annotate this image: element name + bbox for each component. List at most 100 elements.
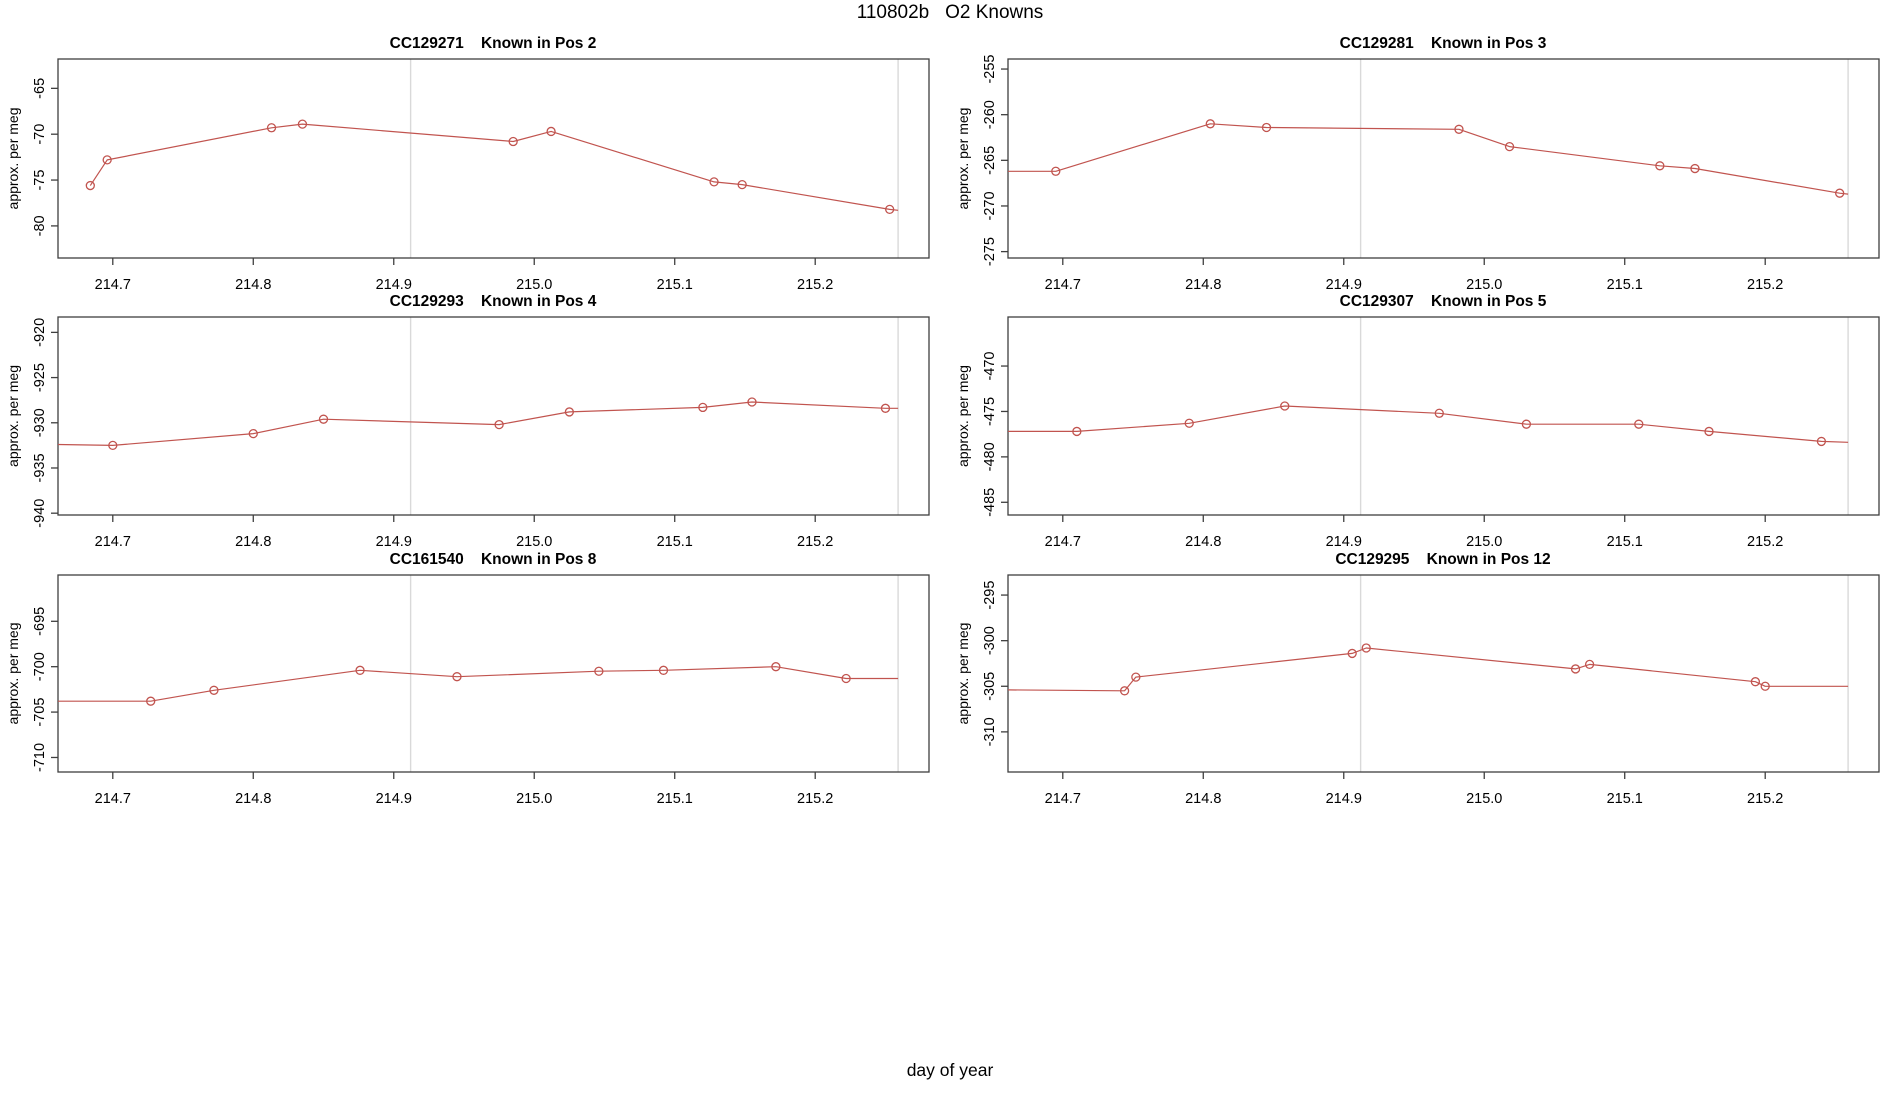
- x-tick-label: 214.9: [376, 791, 412, 807]
- x-tick-label: 214.9: [376, 277, 412, 293]
- x-tick-label: 214.7: [95, 277, 131, 293]
- x-tick-label: 215.0: [1466, 534, 1502, 550]
- data-point-marker: [1835, 188, 1845, 198]
- data-point-marker: [1347, 648, 1357, 659]
- data-point-marker: [1119, 686, 1130, 696]
- x-tick-label: 214.7: [95, 791, 131, 807]
- x-tick-label: 215.1: [657, 534, 693, 550]
- x-tick-label: 214.8: [235, 791, 271, 807]
- data-point-marker: [737, 179, 747, 190]
- y-tick-label: -70: [32, 124, 48, 145]
- y-tick-label: -920: [32, 318, 48, 347]
- x-tick-label: 215.1: [1607, 534, 1643, 550]
- x-tick-label: 215.2: [797, 534, 833, 550]
- y-axis-title: approx. per meg: [955, 108, 971, 210]
- data-point-marker: [248, 428, 258, 439]
- data-point-marker: [355, 665, 365, 675]
- data-point-marker: [1280, 401, 1290, 411]
- data-point-marker: [102, 155, 112, 165]
- x-tick-label: 215.0: [516, 791, 552, 807]
- x-tick-label: 214.7: [1045, 534, 1081, 550]
- x-tick-label: 214.9: [1326, 534, 1362, 550]
- plot-frame: [57, 316, 930, 516]
- data-point-marker: [1261, 122, 1272, 133]
- subplot-title-cc129307: CC129307 Known in Pos 5: [1339, 293, 1547, 310]
- x-tick-label: 214.8: [1185, 534, 1221, 550]
- x-tick-label: 214.9: [1326, 277, 1362, 293]
- x-tick-label: 215.1: [1607, 277, 1643, 293]
- y-tick-label: -940: [32, 499, 48, 528]
- y-tick-label: -485: [982, 488, 998, 517]
- y-axis-title: approx. per meg: [5, 365, 21, 467]
- y-tick-label: -710: [32, 743, 48, 772]
- y-tick-label: -470: [982, 352, 998, 381]
- series-line: [58, 666, 899, 702]
- data-point-marker: [508, 136, 518, 147]
- y-tick-label: -265: [982, 146, 998, 175]
- data-point-marker: [709, 177, 719, 187]
- x-tick-label: 214.7: [1045, 791, 1081, 807]
- subplot-group-3: 214.7 214.8 214.9 215.0 215.1 215.2 -485 -480 -4…: [955, 316, 1880, 550]
- plot-frame: [57, 574, 930, 773]
- data-point-marker: [658, 665, 669, 675]
- plot-frame: [1007, 316, 1880, 516]
- y-tick-label: -75: [32, 170, 48, 191]
- data-point-marker: [1750, 677, 1761, 687]
- data-point-marker: [1690, 163, 1700, 174]
- data-point-marker: [146, 696, 156, 706]
- series-line: [89, 123, 899, 211]
- x-tick-label: 214.8: [1185, 277, 1221, 293]
- data-point-marker: [1816, 436, 1827, 447]
- plot-frame: [1007, 58, 1880, 259]
- y-tick-label: -270: [982, 191, 998, 220]
- subplot-title-cc129293: CC129293 Known in Pos 4: [389, 293, 597, 310]
- data-point-marker: [1131, 672, 1141, 682]
- data-point-marker: [1051, 166, 1061, 176]
- data-point-marker: [1434, 408, 1444, 418]
- subplot-group-5: 214.7 214.8 214.9 215.0 215.1 215.2 -310 -305 -3…: [955, 574, 1880, 807]
- subplot-title-cc129281: CC129281 Known in Pos 3: [1339, 35, 1547, 52]
- data-point-marker: [1655, 161, 1665, 171]
- y-tick-label: -475: [982, 397, 998, 426]
- data-point-marker: [594, 666, 604, 676]
- x-tick-label: 214.8: [235, 534, 271, 550]
- data-point-marker: [318, 414, 329, 424]
- x-tick-label: 214.9: [1326, 791, 1362, 807]
- series-line: [1008, 405, 1849, 443]
- x-tick-label: 214.9: [376, 534, 412, 550]
- y-tick-label: -80: [32, 215, 48, 236]
- data-point-marker: [771, 662, 781, 672]
- x-tick-label: 215.2: [1747, 791, 1783, 807]
- subplot-group-0: 214.7 214.8 214.9 215.0 215.1 215.2 -80 -75 -70 -…: [5, 58, 930, 293]
- series-line: [57, 401, 899, 446]
- y-tick-label: -925: [32, 363, 48, 392]
- y-tick-label: -260: [982, 100, 998, 129]
- y-tick-label: -480: [982, 442, 998, 471]
- subplot-title-cc129295: CC129295 Known in Pos 12: [1335, 551, 1551, 568]
- x-tick-label: 215.0: [1466, 277, 1502, 293]
- data-point-marker: [1361, 643, 1371, 653]
- x-tick-label: 215.1: [657, 277, 693, 293]
- data-point-marker: [452, 672, 462, 682]
- x-tick-label: 215.0: [1466, 791, 1502, 807]
- data-point-marker: [564, 407, 575, 417]
- main-title: 110802b O2 Knowns: [856, 2, 1044, 23]
- data-point-marker: [1504, 141, 1515, 152]
- y-tick-label: -310: [982, 717, 998, 746]
- y-tick-label: -295: [982, 581, 998, 610]
- data-point-marker: [297, 119, 308, 129]
- y-axis-title: approx. per meg: [955, 365, 971, 467]
- y-tick-label: -300: [982, 626, 998, 655]
- y-tick-label: -930: [32, 408, 48, 437]
- x-axis-title: day of year: [906, 1060, 994, 1080]
- data-point-marker: [108, 440, 118, 451]
- data-point-marker: [1454, 124, 1464, 134]
- subplot-title-cc161540: CC161540 Known in Pos 8: [389, 551, 597, 568]
- x-tick-label: 214.7: [95, 534, 131, 550]
- subplot-group-2: 214.7 214.8 214.9 215.0 215.1 215.2 -940 -935 -9…: [5, 316, 930, 550]
- data-point-marker: [209, 685, 219, 695]
- data-point-marker: [1205, 119, 1215, 129]
- data-point-marker: [1704, 426, 1714, 437]
